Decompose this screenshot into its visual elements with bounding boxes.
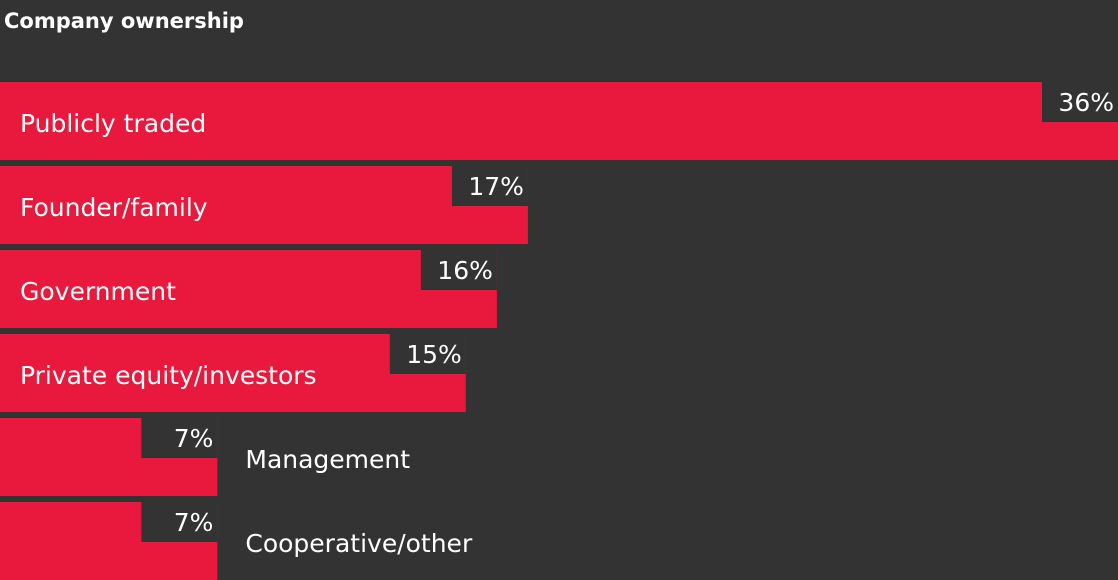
value-label-box	[451, 166, 528, 206]
chart-title: Company ownership	[4, 9, 244, 33]
value-label: 16%	[437, 256, 493, 285]
value-label-box	[420, 250, 497, 290]
bar	[0, 250, 497, 328]
category-label: Private equity/investors	[20, 361, 317, 390]
category-label: Government	[20, 277, 176, 306]
bar	[0, 166, 528, 244]
category-label: Publicly traded	[20, 109, 206, 138]
value-label-box	[141, 418, 218, 458]
bar	[0, 82, 1118, 160]
value-label: 15%	[406, 340, 462, 369]
category-label: Founder/family	[20, 193, 208, 222]
value-label-box	[389, 334, 466, 374]
bar	[0, 334, 466, 412]
category-label: Management	[245, 445, 410, 474]
value-label: 7%	[174, 508, 214, 537]
value-label: 36%	[1058, 88, 1114, 117]
value-label: 17%	[468, 172, 524, 201]
value-label-box	[1042, 82, 1118, 122]
value-label-box	[141, 502, 218, 542]
category-label: Cooperative/other	[245, 529, 473, 558]
value-label: 7%	[174, 424, 214, 453]
